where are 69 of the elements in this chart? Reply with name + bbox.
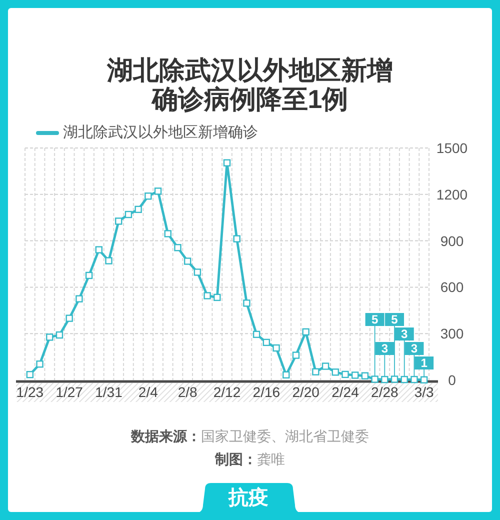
data-label: 3 [381,342,388,356]
point [233,235,240,242]
point [302,328,310,336]
point [85,272,93,280]
y-tick-label: 0 [448,372,456,388]
y-tick-label: 300 [440,326,464,342]
data-label: 3 [401,327,408,341]
point [26,370,34,378]
point [352,372,359,379]
point [312,368,320,376]
text: 抗疫 [227,486,270,510]
point [371,376,378,383]
x-tick-label: 2/24 [332,384,360,400]
x-tick-label: 2/4 [138,384,158,400]
point [164,230,172,238]
point [184,258,192,265]
data-label: 5 [391,312,398,326]
point [420,376,428,384]
point [46,334,54,341]
point [390,376,398,383]
data-label: 3 [410,342,418,356]
x-tick-label: 2/28 [371,384,398,400]
point [292,352,300,359]
point [252,330,260,338]
legend-label: 湖北除武汉以外地区新增确诊 [63,124,258,142]
point [95,246,102,254]
point [223,159,231,166]
point [204,292,211,300]
point [105,257,112,264]
point [332,368,339,376]
point [262,338,270,346]
data-label: 1 [420,356,428,370]
point [154,188,162,195]
text: 数据来源：国家卫健委、湖北省卫健委 [130,428,370,446]
y-tick-label: 1200 [436,186,468,202]
x-tick-label: 3/3 [414,384,434,400]
point [134,206,142,214]
y-tick-label: 600 [440,279,464,296]
point [76,295,83,302]
y-tick-label: 1500 [436,140,468,156]
point [194,268,202,276]
point [36,360,44,368]
chart-title: 湖北除武汉以外地区新增确诊病例降至1例 [106,55,394,114]
point [174,244,182,252]
point [115,218,122,225]
point [400,376,408,384]
x-tick-label: 2/16 [252,384,280,400]
point [144,192,152,200]
point [272,344,280,352]
x-tick-label: 2/8 [178,384,198,400]
x-tick-label: 1/27 [56,384,84,400]
y-tick-label: 900 [440,232,464,249]
point [410,376,418,384]
data-label: 5 [371,312,378,326]
point [381,376,388,384]
x-tick-label: 2/12 [213,384,241,400]
point [66,314,73,322]
point [56,331,64,339]
point [282,371,290,378]
text: 制图：龚唯 [214,451,286,469]
x-tick-label: 1/23 [16,384,44,400]
point [214,294,221,302]
point [361,372,369,380]
point [243,300,250,307]
point [342,370,349,378]
point [124,210,132,218]
x-tick-label: 1/31 [95,384,123,400]
x-tick-label: 2/20 [292,384,320,400]
point [322,362,330,370]
